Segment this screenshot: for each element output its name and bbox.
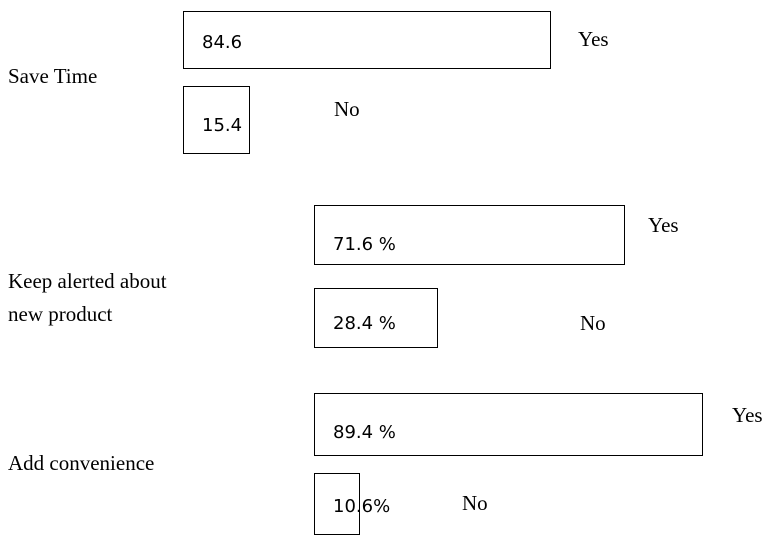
answer-label-keep-alerted-yes: Yes bbox=[648, 213, 679, 237]
bar-save-time-no: 15.4 bbox=[183, 86, 250, 154]
bar-add-convenience-yes: 89.4 % bbox=[314, 393, 703, 456]
bar-value-add-convenience-yes: 89.4 % bbox=[333, 422, 396, 443]
category-label-add-convenience: Add convenience bbox=[8, 447, 154, 480]
answer-label-add-convenience-yes: Yes bbox=[732, 403, 763, 427]
bar-save-time-yes: 84.6 bbox=[183, 11, 551, 69]
bar-add-convenience-no: 10.6% bbox=[314, 473, 390, 535]
bar-value-save-time-no: 15.4 bbox=[202, 115, 243, 136]
category-label-line: new product bbox=[8, 302, 113, 326]
bar-keep-alerted-no: 28.4 % bbox=[314, 288, 438, 348]
bar-value-keep-alerted-yes: 71.6 % bbox=[333, 234, 396, 255]
answer-label-save-time-yes: Yes bbox=[578, 27, 609, 51]
bar-value-save-time-yes: 84.6 bbox=[202, 32, 243, 53]
category-label-line: Save Time bbox=[8, 64, 98, 88]
bar-keep-alerted-yes: 71.6 % bbox=[314, 205, 625, 265]
bar-value-keep-alerted-no: 28.4 % bbox=[333, 313, 396, 334]
category-label-line: Keep alerted about bbox=[8, 269, 167, 293]
answer-label-add-convenience-no: No bbox=[462, 491, 488, 515]
category-label-keep-alerted: Keep alerted about new product bbox=[8, 265, 167, 331]
answer-label-keep-alerted-no: No bbox=[580, 311, 606, 335]
answer-label-save-time-no: No bbox=[334, 97, 360, 121]
category-label-save-time: Save Time bbox=[8, 60, 97, 93]
category-label-line: Add convenience bbox=[8, 451, 155, 475]
bar-value-add-convenience-no: 10.6% bbox=[333, 496, 391, 517]
